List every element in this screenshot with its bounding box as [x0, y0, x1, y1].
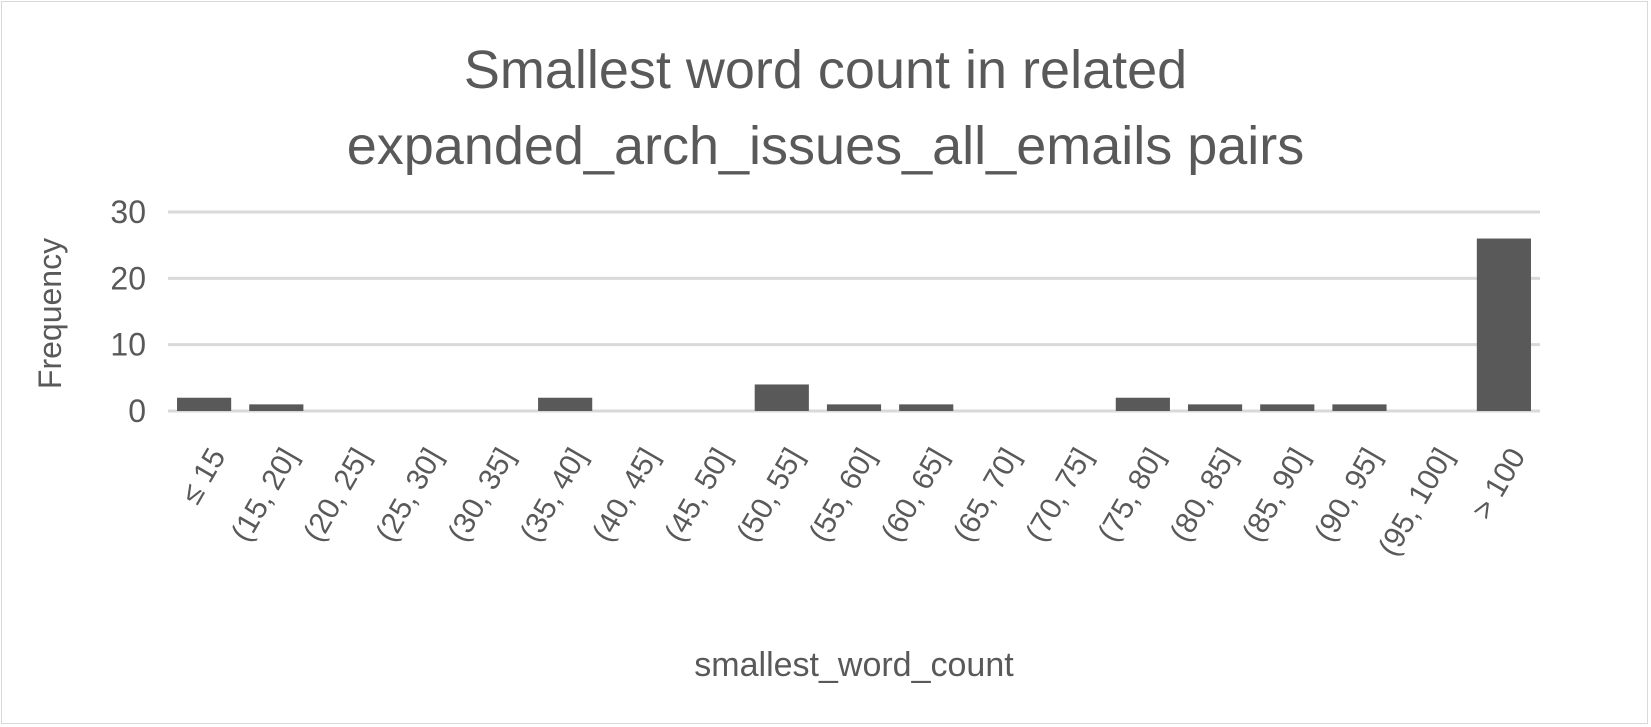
x-tick-label: (90, 95]	[1308, 443, 1387, 548]
x-tick-label: (60, 65]	[875, 443, 954, 548]
y-tick-label: 10	[110, 327, 146, 363]
x-tick-label: (35, 40]	[514, 443, 593, 548]
x-tick-label: (40, 45]	[586, 443, 665, 548]
bar	[899, 404, 954, 411]
bar	[826, 404, 882, 411]
bar	[538, 397, 593, 411]
bar	[1476, 238, 1531, 411]
x-tick-label: (65, 70]	[947, 443, 1026, 548]
x-tick-label: (20, 25]	[297, 443, 376, 548]
x-axis-label: smallest_word_count	[694, 646, 1014, 684]
gridlines	[168, 210, 1540, 413]
x-tick-label: (80, 85]	[1164, 443, 1243, 548]
x-tick-label: (25, 30]	[370, 443, 449, 548]
bar	[1260, 404, 1315, 411]
x-tick-label: (15, 20]	[225, 443, 304, 548]
x-tick-label: > 100	[1466, 443, 1533, 525]
bar	[754, 384, 809, 411]
y-tick-label: 30	[110, 194, 146, 230]
x-tick-label: (55, 60]	[803, 443, 882, 548]
chart-title-line-1: Smallest word count in related	[463, 40, 1188, 100]
x-tick-label: (50, 55]	[731, 443, 810, 548]
chart-title: Smallest word count in related expanded_…	[0, 32, 1651, 184]
bars	[177, 238, 1531, 411]
chart-title-line-2: expanded_arch_issues_all_emails pairs	[346, 116, 1305, 176]
bar	[1187, 404, 1243, 411]
y-axis-label: Frequency	[32, 238, 68, 389]
x-tick-label: (45, 50]	[658, 443, 737, 548]
y-tick-label: 0	[128, 393, 146, 429]
bar	[1332, 404, 1387, 411]
x-axis-ticks: ≤ 15(15, 20](20, 25](25, 30](30, 35](35,…	[175, 443, 1532, 562]
x-tick-label: (30, 35]	[442, 443, 521, 548]
x-tick-label: ≤ 15	[175, 443, 233, 510]
x-tick-label: (70, 75]	[1019, 443, 1098, 548]
bar	[177, 397, 232, 411]
x-tick-label: (75, 80]	[1092, 443, 1171, 548]
x-tick-label: (85, 90]	[1236, 443, 1315, 548]
bar	[1115, 397, 1170, 411]
bar	[249, 404, 304, 411]
y-tick-label: 20	[110, 260, 146, 296]
y-axis-ticks: 0 10 20 30	[110, 194, 146, 429]
